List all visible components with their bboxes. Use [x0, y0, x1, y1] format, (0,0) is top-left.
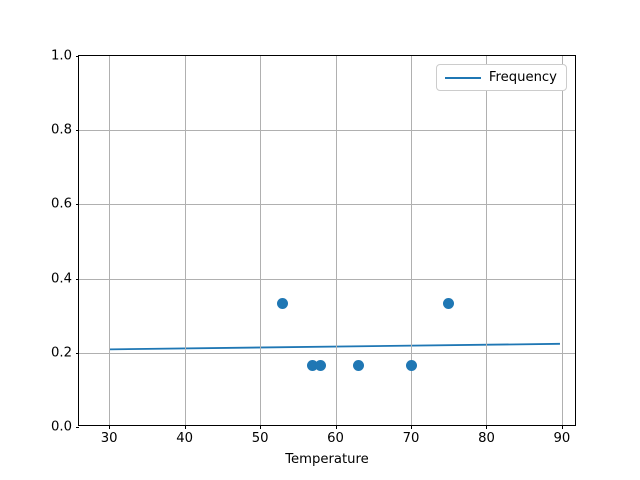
y-tick-label: 1.0 [51, 48, 72, 64]
scatter-point [352, 359, 364, 371]
x-gridline [411, 56, 412, 425]
y-gridline [79, 352, 575, 354]
x-gridline [486, 56, 488, 425]
x-gridline [260, 56, 262, 425]
x-axis-label: Temperature [285, 452, 369, 467]
y-tick-label: 0.4 [51, 271, 72, 287]
x-tick-label: 90 [553, 431, 571, 446]
x-tick [411, 425, 412, 429]
x-tick [260, 425, 262, 429]
x-gridline [109, 56, 111, 425]
x-tick-label: 30 [100, 431, 118, 446]
plot-area: 30 40 50 60 70 80 90 0.0 0.2 0.4 0.6 0.8 1.0 Frequenc… [51, 49, 576, 446]
scatter-point [307, 359, 319, 371]
x-tick [335, 425, 337, 429]
legend: Frequency [435, 64, 567, 91]
scatter-point [443, 297, 455, 309]
scatter-point [405, 359, 417, 371]
x-tick [486, 425, 488, 429]
y-tick-label: 0.6 [51, 196, 72, 212]
x-tick-label: 70 [402, 431, 420, 446]
x-tick [184, 425, 186, 429]
x-tick-label: 60 [327, 431, 344, 446]
y-gridline [79, 278, 575, 280]
y-gridline [79, 204, 575, 206]
y-tick [75, 352, 79, 354]
scatter-point [277, 297, 289, 309]
legend-label: Frequency [488, 70, 557, 85]
x-tick [109, 425, 111, 429]
x-tick-label: 50 [251, 431, 269, 446]
scatter-point [314, 359, 326, 371]
y-tick [75, 130, 79, 132]
x-tick [561, 425, 563, 429]
y-gridline [79, 130, 575, 132]
frequency-line [109, 342, 560, 351]
x-tick-label: 40 [176, 431, 194, 446]
x-gridline [184, 56, 186, 425]
y-tick-label: 0.8 [51, 122, 72, 138]
legend-line-swatch [444, 76, 481, 79]
y-tick [75, 204, 79, 206]
y-tick [75, 278, 79, 280]
y-tick-label: 0.0 [51, 419, 72, 435]
x-gridline [561, 56, 563, 425]
x-gridline [335, 56, 337, 425]
y-tick [75, 56, 79, 57]
y-tick [75, 427, 79, 428]
x-tick-label: 80 [478, 431, 495, 446]
y-tick-label: 0.2 [51, 345, 72, 361]
line-series-frequency [109, 342, 560, 351]
